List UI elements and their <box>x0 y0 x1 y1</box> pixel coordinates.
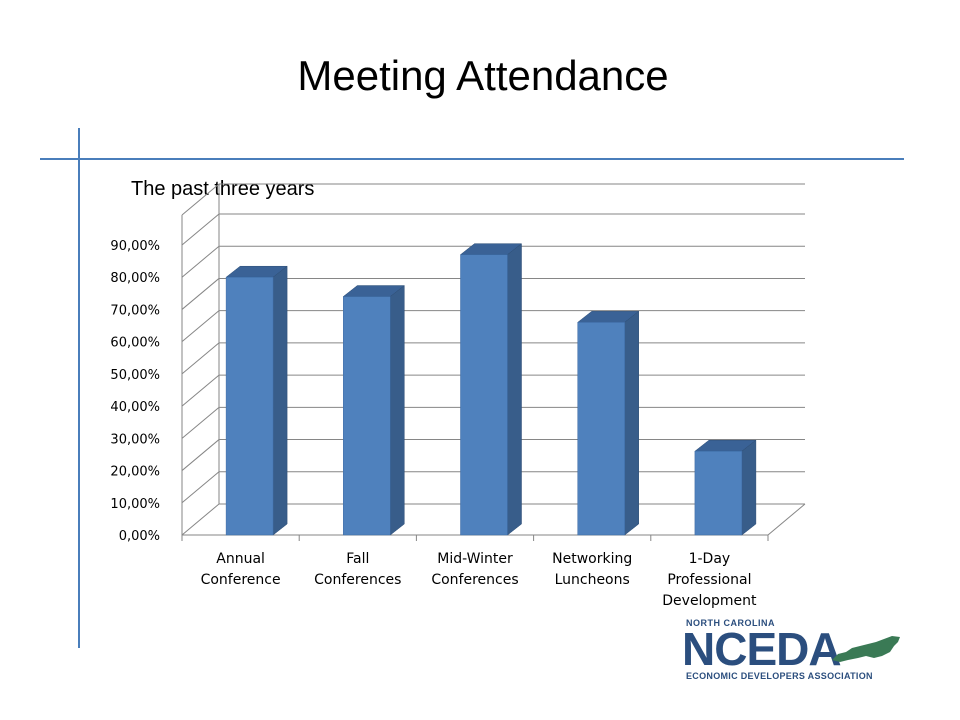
floor-right-edge <box>767 503 806 536</box>
gridline-diagonal <box>181 503 220 536</box>
y-tick-label: 60,00% <box>110 336 160 351</box>
x-category-label: Networking Luncheons <box>552 551 632 588</box>
bar-front-face <box>225 276 274 536</box>
y-tick-label: 10,00% <box>110 497 160 512</box>
bar <box>694 439 757 536</box>
x-category-label-line: Annual <box>216 551 265 567</box>
bar-side-face <box>741 439 757 536</box>
logo-bottom-text: ECONOMIC DEVELOPERS ASSOCIATION <box>686 671 873 681</box>
bar <box>459 243 523 536</box>
x-category-label-line: Luncheons <box>555 572 630 588</box>
x-category-label-line: 1-Day <box>689 551 731 567</box>
x-category-label: Fall Conferences <box>314 551 401 588</box>
gridline-diagonal <box>181 439 220 471</box>
y-axis-tick-labels: 0,00% 10,00% 20,00% 30,00% 40,00% 50,00% 60,00… <box>110 239 160 544</box>
north-carolina-icon <box>832 636 900 662</box>
bar-side-face <box>272 265 288 536</box>
bar-front-face <box>694 450 743 536</box>
slide-title: Meeting Attendance <box>297 52 669 99</box>
logo-top-text: NORTH CAROLINA <box>686 618 775 628</box>
x-category-label: Annual Conference <box>201 551 281 588</box>
bar <box>225 265 288 536</box>
bar-side-face <box>624 310 639 536</box>
gridline-diagonal <box>181 406 220 439</box>
bar <box>576 310 640 536</box>
x-category-label-line: Mid-Winter <box>437 551 513 567</box>
x-category-label: 1-Day Professional Development <box>662 551 757 609</box>
y-tick-label: 70,00% <box>110 303 160 318</box>
x-category-label-line: Development <box>662 593 757 609</box>
side-wall-top-edge <box>181 183 220 216</box>
y-tick-label: 30,00% <box>110 432 160 447</box>
gridline-diagonal <box>181 278 220 310</box>
bar <box>342 285 406 536</box>
bar-front-face <box>343 296 391 536</box>
y-tick-label: 50,00% <box>110 368 160 383</box>
vertical-rule <box>78 128 80 648</box>
chart-bars <box>225 243 757 536</box>
gridline-diagonal <box>181 471 220 504</box>
bar-side-face <box>507 243 522 536</box>
gridline-diagonal <box>181 245 220 278</box>
gridline-diagonal <box>181 342 220 375</box>
bar-side-face <box>390 285 405 536</box>
y-tick-label: 0,00% <box>119 529 160 544</box>
horizontal-rule <box>40 158 904 160</box>
gridline-diagonal <box>181 213 220 246</box>
nceda-logo: NORTH CAROLINA NCEDA ECONOMIC DEVELOPERS… <box>682 618 912 688</box>
x-category-label: Mid-Winter Conferences <box>431 551 518 588</box>
bar-front-face <box>460 254 508 536</box>
x-category-label-line: Conferences <box>314 572 401 588</box>
y-tick-label: 90,00% <box>110 239 160 254</box>
bar-front-face <box>577 322 625 536</box>
y-tick-label: 40,00% <box>110 400 160 415</box>
x-category-label-line: Networking <box>552 551 632 567</box>
x-category-label-line: Professional <box>667 572 751 588</box>
x-category-label-line: Conferences <box>431 572 518 588</box>
logo-main-text: NCEDA <box>682 623 842 675</box>
gridline-diagonal <box>181 374 220 407</box>
x-category-label-line: Conference <box>201 572 281 588</box>
y-tick-label: 20,00% <box>110 465 160 480</box>
gridline-diagonal <box>181 310 220 343</box>
x-category-label-line: Fall <box>346 551 369 567</box>
y-tick-label: 80,00% <box>110 271 160 286</box>
